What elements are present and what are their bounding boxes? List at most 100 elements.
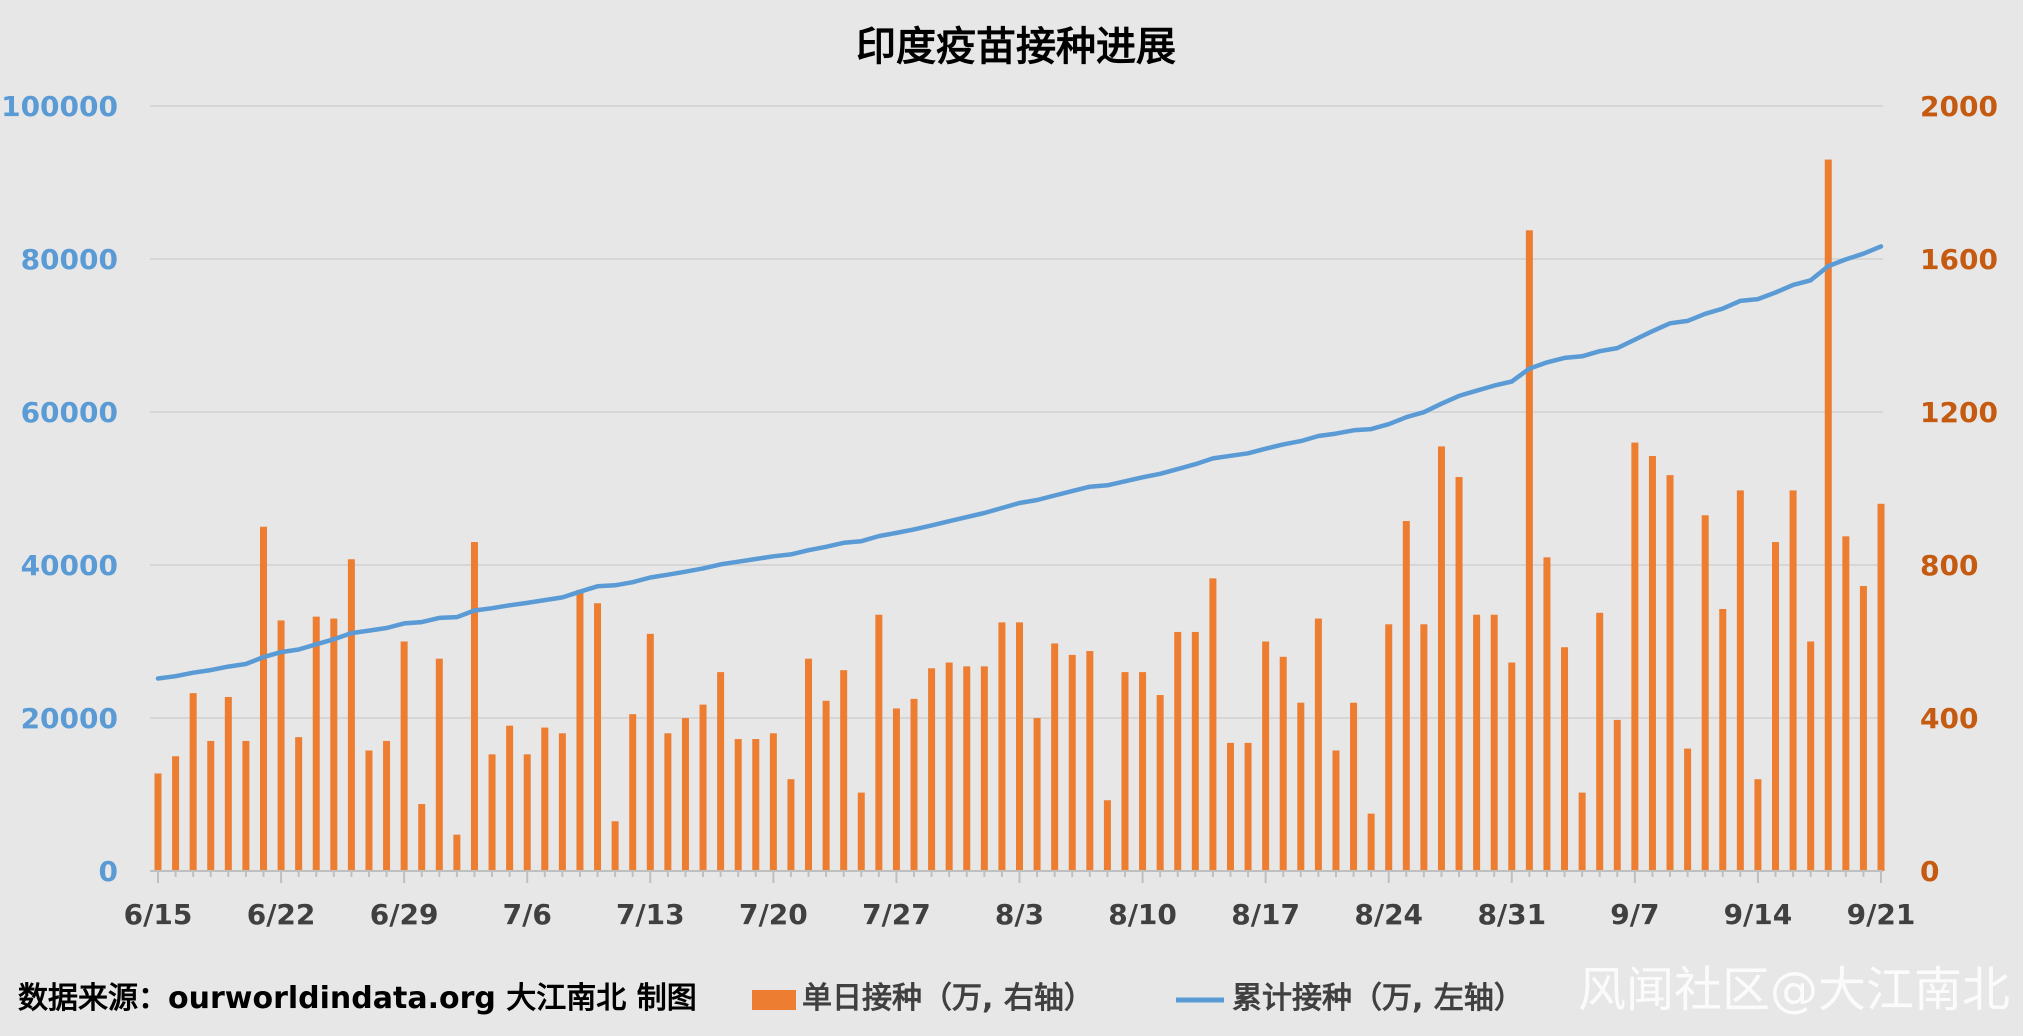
bar bbox=[1420, 624, 1428, 871]
bar bbox=[629, 714, 637, 871]
bar bbox=[435, 658, 443, 871]
y-right-tick-label: 800 bbox=[1920, 549, 1978, 582]
bar bbox=[1226, 742, 1234, 871]
bar bbox=[1332, 750, 1340, 871]
bar bbox=[1174, 631, 1182, 871]
bar bbox=[664, 733, 672, 871]
bar bbox=[1508, 662, 1516, 871]
bar bbox=[1631, 442, 1639, 871]
y-left-tick-label: 80000 bbox=[21, 243, 118, 276]
bar bbox=[1103, 800, 1111, 871]
bar bbox=[1314, 618, 1322, 871]
bar bbox=[1736, 490, 1744, 871]
x-tick-label: 8/17 bbox=[1231, 898, 1300, 931]
bar bbox=[1473, 614, 1481, 871]
y-left-tick-label: 20000 bbox=[21, 702, 118, 735]
bar bbox=[523, 754, 531, 871]
bar bbox=[224, 696, 232, 871]
bar bbox=[488, 754, 496, 871]
bar bbox=[1613, 719, 1621, 871]
bar bbox=[1244, 742, 1252, 871]
bar bbox=[1859, 586, 1867, 871]
cumulative-line bbox=[155, 244, 1884, 681]
bar bbox=[259, 526, 267, 871]
bar bbox=[453, 834, 461, 871]
chart-title: 印度疫苗接种进展 bbox=[856, 24, 1176, 70]
bar bbox=[1191, 631, 1199, 871]
bar bbox=[1824, 159, 1832, 872]
bar bbox=[769, 733, 777, 871]
bar bbox=[1772, 542, 1780, 871]
bar bbox=[998, 622, 1006, 871]
bar bbox=[787, 779, 795, 871]
bar bbox=[541, 727, 549, 871]
y-left-tick-label: 60000 bbox=[21, 396, 118, 429]
y-left-tick-label: 100000 bbox=[1, 90, 118, 123]
bar bbox=[1402, 521, 1410, 871]
bar bbox=[611, 821, 619, 871]
bar bbox=[1121, 672, 1129, 871]
bar bbox=[365, 750, 373, 871]
y-left-tick-label: 40000 bbox=[21, 549, 118, 582]
bar bbox=[172, 756, 180, 871]
x-tick-label: 8/31 bbox=[1477, 898, 1546, 931]
bar bbox=[1455, 477, 1463, 871]
bar bbox=[699, 704, 707, 871]
y-right-tick-label: 2000 bbox=[1920, 90, 1998, 123]
bar bbox=[154, 773, 162, 871]
y-left-tick-label: 0 bbox=[99, 855, 118, 888]
bar bbox=[963, 666, 971, 871]
bar bbox=[189, 693, 197, 871]
x-tick-label: 6/22 bbox=[247, 898, 316, 931]
bar bbox=[330, 618, 338, 871]
bar bbox=[1350, 702, 1358, 871]
bar bbox=[1139, 672, 1147, 871]
bar bbox=[892, 708, 900, 871]
bar bbox=[1789, 490, 1797, 871]
bar bbox=[857, 792, 865, 871]
bar bbox=[980, 666, 988, 871]
bar bbox=[347, 559, 355, 871]
bar bbox=[805, 658, 813, 871]
x-tick-label: 8/3 bbox=[995, 898, 1044, 931]
x-tick-label: 7/27 bbox=[862, 898, 931, 931]
bar bbox=[277, 620, 285, 871]
bar bbox=[910, 698, 918, 871]
bar bbox=[1016, 622, 1023, 871]
bar bbox=[734, 739, 742, 871]
bar bbox=[1684, 748, 1692, 871]
x-tick-label: 7/13 bbox=[616, 898, 685, 931]
bar bbox=[506, 725, 514, 871]
bar bbox=[1543, 557, 1551, 871]
bar bbox=[242, 740, 250, 871]
x-tick-label: 8/24 bbox=[1354, 898, 1423, 931]
bar bbox=[1561, 647, 1569, 871]
bar bbox=[1719, 608, 1727, 871]
bar bbox=[1156, 695, 1164, 871]
y-right-tick-label: 1200 bbox=[1920, 396, 1998, 429]
bar bbox=[822, 700, 830, 871]
bar bbox=[1596, 612, 1604, 871]
gridlines bbox=[150, 105, 1883, 719]
bar bbox=[1877, 503, 1885, 871]
bar bbox=[383, 740, 391, 871]
bar bbox=[945, 662, 953, 871]
source-note: 数据来源：ourworldindata.org 大江南北 制图 bbox=[18, 981, 697, 1016]
bar bbox=[312, 616, 320, 871]
bar bbox=[1701, 515, 1709, 871]
bar bbox=[576, 589, 584, 871]
bar bbox=[1525, 230, 1533, 871]
x-tick-label: 8/10 bbox=[1108, 898, 1177, 931]
bar bbox=[1086, 651, 1094, 871]
bar bbox=[400, 641, 408, 871]
bar bbox=[1209, 578, 1217, 871]
bar bbox=[1490, 614, 1498, 871]
bar bbox=[594, 603, 602, 871]
bar bbox=[295, 737, 303, 871]
bar bbox=[1385, 624, 1393, 871]
bar bbox=[558, 733, 566, 871]
bar bbox=[418, 804, 426, 871]
bar bbox=[1051, 643, 1059, 871]
y-right-tick-label: 0 bbox=[1920, 855, 1939, 888]
